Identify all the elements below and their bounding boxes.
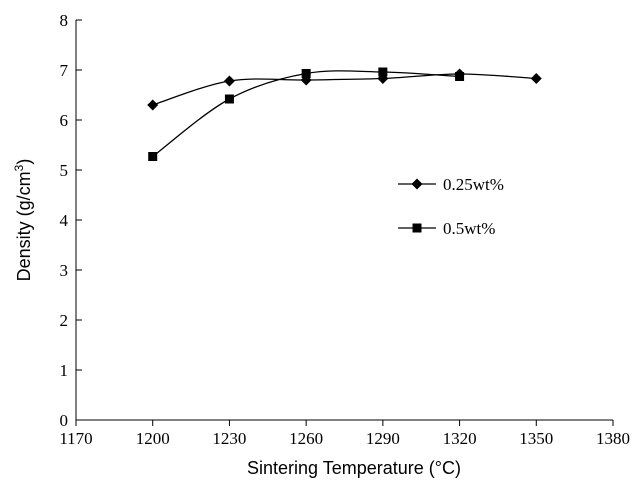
- x-tick-label: 1290: [366, 429, 400, 448]
- y-tick-label: 2: [60, 311, 69, 330]
- data-point-square: [455, 72, 465, 81]
- y-tick-label: 7: [60, 61, 69, 80]
- x-tick-label: 1170: [59, 429, 92, 448]
- data-point-diamond: [530, 73, 542, 84]
- legend: 0.25wt% 0.5wt%: [398, 175, 504, 238]
- y-tick-label: 8: [60, 11, 69, 30]
- x-tick-label: 1200: [136, 429, 170, 448]
- x-tick-label: 1320: [443, 429, 477, 448]
- y-axis-title-sup: 3: [12, 164, 26, 171]
- y-tick-label: 6: [60, 111, 69, 130]
- y-tick-label: 0: [60, 411, 69, 430]
- x-tick-label: 1230: [212, 429, 246, 448]
- tick-labels: 0 1 2 3 4 5 6 7 8 1170 1200 1230 1260 1290 1320 1350 138…: [59, 11, 630, 448]
- legend-label-1: 0.5wt%: [443, 219, 495, 238]
- y-tick-label: 1: [60, 361, 69, 380]
- y-tick-label: 5: [60, 161, 69, 180]
- data-point-square: [301, 69, 311, 78]
- y-axis-title: Density (g/cm3): [12, 159, 34, 282]
- y-tick-label: 3: [60, 261, 69, 280]
- legend-label-0: 0.25wt%: [443, 175, 504, 194]
- data-point-diamond: [147, 99, 159, 111]
- data-markers: [147, 67, 542, 161]
- axes: [75, 19, 614, 426]
- legend-marker-square: [412, 223, 422, 233]
- y-axis-title-main: Density (g/cm: [14, 171, 34, 281]
- data-point-square: [148, 152, 158, 161]
- legend-marker-diamond: [411, 178, 423, 190]
- x-tick-label: 1350: [519, 429, 553, 448]
- y-tick-label: 4: [60, 211, 69, 230]
- series-lines: [152, 70, 537, 158]
- x-tick-label: 1380: [596, 429, 630, 448]
- y-axis-title-close: ): [14, 159, 34, 165]
- data-point-square: [224, 94, 234, 104]
- data-point-square: [378, 67, 388, 77]
- series-line-0: [152, 73, 537, 106]
- x-axis-title: Sintering Temperature (°C): [247, 458, 461, 478]
- x-tick-label: 1260: [289, 429, 323, 448]
- data-point-diamond: [223, 75, 235, 87]
